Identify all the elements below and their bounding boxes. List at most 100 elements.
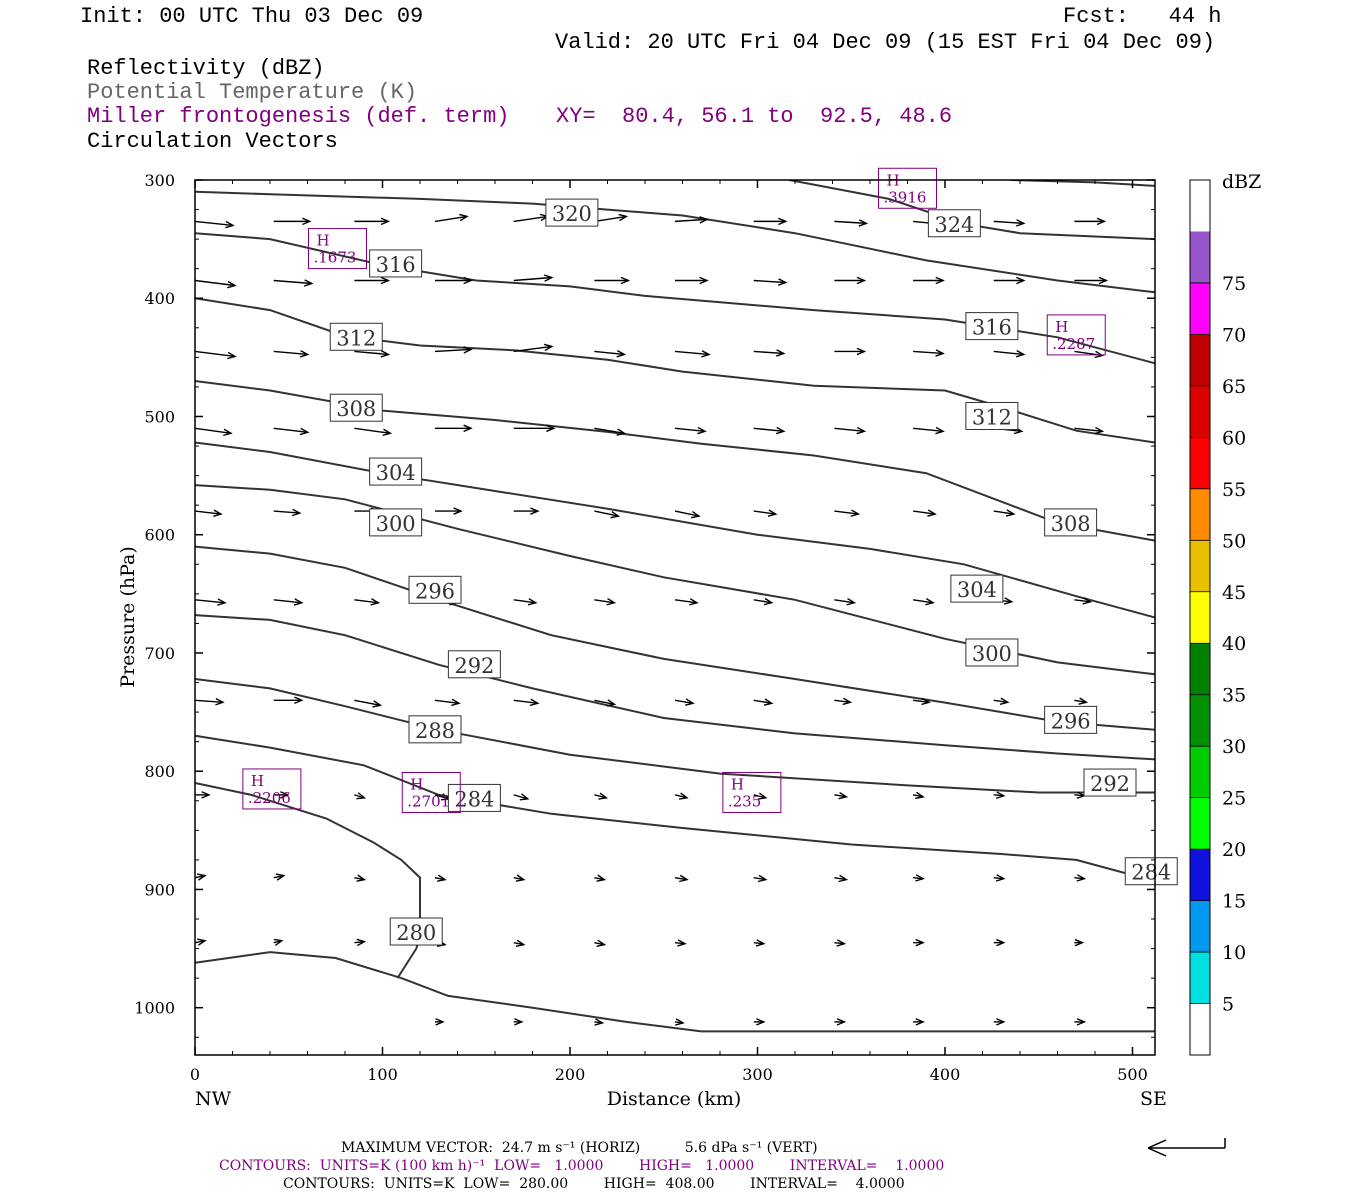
circulation-vector (594, 597, 617, 606)
circulation-vector (273, 217, 312, 226)
circulation-vector (434, 213, 469, 223)
y-axis-title: Pressure (hPa) (117, 546, 139, 688)
circulation-vector (354, 598, 381, 606)
circulation-vector (834, 219, 869, 227)
circulation-vector (513, 1018, 524, 1026)
cross-section-endpoints: XY= 80.4, 56.1 to 92.5, 48.6 (556, 104, 953, 129)
circulation-vector (913, 509, 937, 517)
contour-label: 300 (369, 508, 423, 537)
circulation-vector (594, 427, 627, 436)
circulation-vector (434, 346, 473, 354)
contour-label: 304 (950, 574, 1004, 603)
circulation-vector (195, 279, 237, 289)
colorbar-level-label: 5 (1222, 994, 1234, 1016)
circulation-vector (753, 792, 768, 800)
colorbar-swatch (1190, 643, 1210, 695)
x-tick-label: 400 (930, 1065, 961, 1084)
y-tick-label: 500 (144, 407, 175, 426)
contour-label: 292 (1083, 768, 1137, 797)
svg-text:.2701: .2701 (407, 793, 450, 811)
svg-text:H: H (410, 776, 423, 794)
circulation-vector (993, 697, 1010, 705)
circulation-vector (674, 939, 687, 947)
contour-label: 296 (408, 575, 462, 604)
contour-label: 288 (408, 715, 462, 744)
field-reflectivity: Reflectivity (dBZ) (87, 56, 325, 81)
svg-text:284: 284 (454, 787, 494, 811)
x-axis-left-end: NW (195, 1088, 232, 1110)
theta-contour-304 (195, 441, 1155, 619)
circulation-vector (674, 350, 711, 358)
circulation-vector (594, 792, 609, 800)
circulation-vector (913, 697, 931, 706)
frontogenesis-max: H.2701 (401, 772, 461, 813)
valid-time: Valid: 20 UTC Fri 04 Dec 09 (15 EST Fri … (555, 30, 1216, 55)
circulation-vector (1074, 597, 1093, 605)
circulation-vector (834, 874, 849, 883)
circulation-vector (1074, 276, 1109, 285)
svg-text:.2287: .2287 (1052, 335, 1095, 353)
colorbar-swatch (1190, 437, 1210, 489)
colorbar-level-label: 20 (1222, 839, 1246, 861)
circulation-vector (1074, 938, 1085, 947)
circulation-vector (912, 791, 925, 800)
circulation-vector (435, 276, 473, 285)
circulation-vector (753, 939, 766, 947)
contour-label: 284 (447, 783, 501, 812)
svg-text:312: 312 (336, 326, 376, 350)
circulation-vector (513, 507, 540, 515)
circulation-vector (354, 938, 367, 947)
circulation-vector (435, 1018, 445, 1026)
theta-contour-328 (1010, 180, 1155, 187)
theta-contour-280 (195, 951, 1155, 1033)
svg-text:300: 300 (972, 642, 1012, 666)
frontogenesis-max: H.2206 (242, 768, 302, 810)
circulation-vector (913, 597, 935, 606)
svg-text:320: 320 (552, 202, 592, 226)
circulation-vector (513, 598, 538, 606)
frontogenesis-contour-note: CONTOURS: UNITS=K (100 km h)⁻¹ LOW= 1.00… (219, 1158, 945, 1174)
colorbar-level-label: 35 (1222, 685, 1246, 707)
circulation-vector (674, 216, 709, 224)
svg-text:292: 292 (1090, 772, 1130, 796)
x-tick-label: 200 (555, 1065, 586, 1084)
x-axis-title: Distance (km) (607, 1088, 742, 1110)
circulation-vector (354, 276, 391, 285)
circulation-vector (513, 343, 554, 353)
svg-text:284: 284 (1131, 861, 1171, 885)
colorbar-level-label: 55 (1222, 479, 1246, 501)
colorbar-swatch (1190, 1003, 1210, 1055)
circulation-vector (913, 426, 945, 435)
circulation-vector (675, 276, 709, 285)
colorbar-level-label: 15 (1222, 891, 1246, 913)
circulation-vector (674, 792, 689, 800)
colorbar-swatch (1190, 385, 1210, 438)
contour-label: 316 (965, 312, 1019, 341)
circulation-vector (594, 874, 607, 882)
circulation-vector (1074, 874, 1087, 882)
circulation-vector (434, 874, 447, 882)
y-tick-label: 800 (144, 762, 175, 781)
theta-contours (195, 180, 1155, 1033)
colorbar: 5 10 15 20 25 30 35 40 45 50 55 60 65 70 75 (1189, 179, 1246, 1056)
field-circulation-vectors: Circulation Vectors (87, 129, 338, 154)
colorbar-level-label: 60 (1222, 427, 1246, 449)
theta-contour-note: CONTOURS: UNITS=K LOW= 280.00 HIGH= 408.… (283, 1176, 905, 1192)
colorbar-swatch (1190, 282, 1210, 335)
colorbar-level-label: 65 (1222, 376, 1246, 398)
colorbar-swatch (1190, 180, 1210, 232)
y-tick-label: 1000 (134, 999, 175, 1018)
contour-label: 312 (329, 322, 383, 351)
circulation-vector (513, 274, 554, 282)
theta-contour-296 (195, 545, 1155, 731)
circulation-vector (354, 874, 367, 882)
svg-text:304: 304 (376, 461, 416, 485)
circulation-vector (513, 793, 530, 801)
colorbar-swatch (1190, 900, 1210, 953)
circulation-vector (594, 939, 607, 947)
colorbar-swatch (1190, 746, 1210, 798)
contour-label: 284 (1124, 857, 1178, 886)
field-potential-temperature: Potential Temperature (K) (87, 80, 418, 105)
circulation-vector (834, 1018, 847, 1026)
circulation-vector (273, 350, 310, 358)
